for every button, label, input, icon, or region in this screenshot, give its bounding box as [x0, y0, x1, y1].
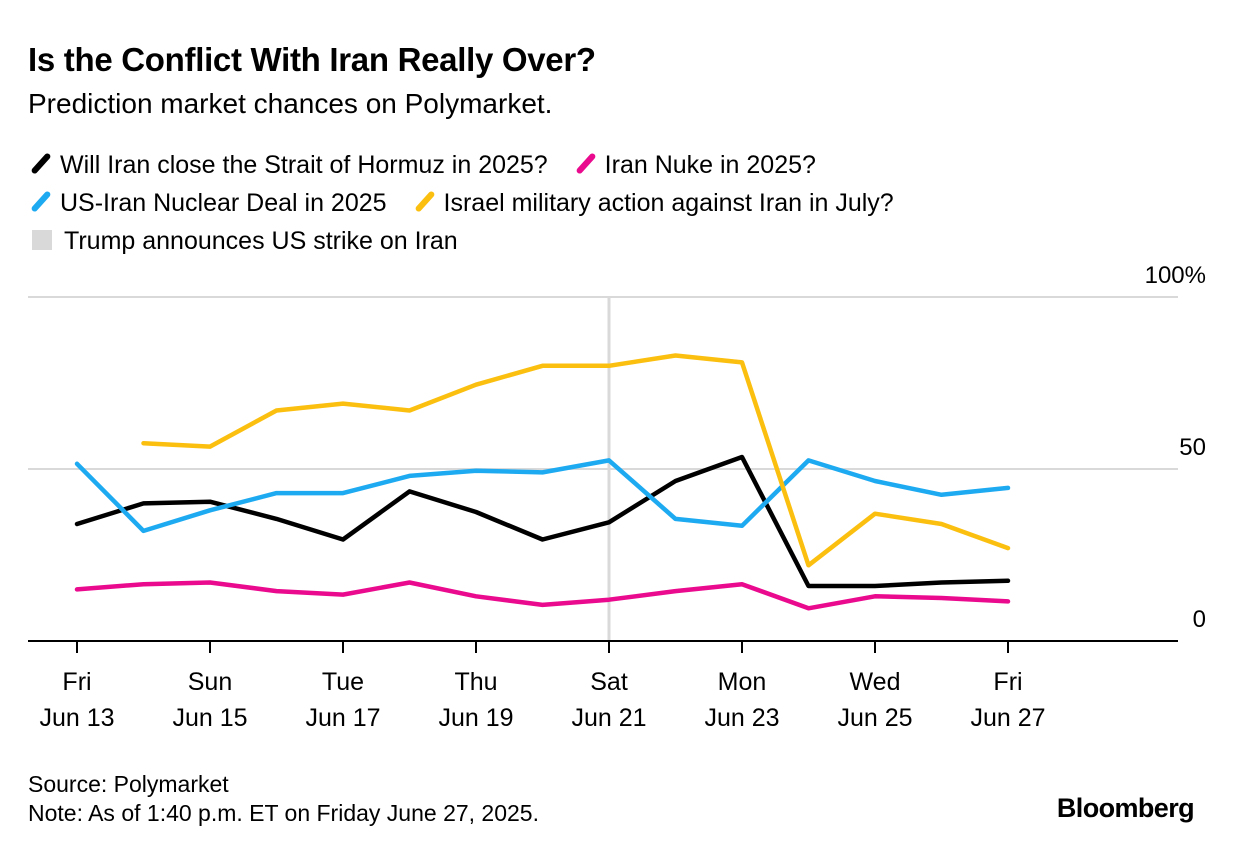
- x-tick-day-2025-06-27: Fri: [993, 668, 1022, 696]
- x-tick-day-2025-06-13: Fri: [62, 668, 91, 696]
- source-note: Source: Polymarket: [28, 771, 229, 797]
- series-line-nuke: [74, 580, 1011, 611]
- legend-item-hormuz: Will Iran close the Strait of Hormuz in …: [28, 146, 548, 184]
- x-tick-day-2025-06-25: Wed: [850, 668, 901, 696]
- legend-row-1: Will Iran close the Strait of Hormuz in …: [28, 146, 1208, 184]
- x-tick-date-2025-06-19: Jun 19: [438, 704, 513, 732]
- legend-row-3: Trump announces US strike on Iran: [28, 222, 1208, 260]
- legend-label-hormuz: Will Iran close the Strait of Hormuz in …: [60, 151, 548, 179]
- x-tick-day-2025-06-19: Thu: [454, 668, 497, 696]
- y-tick-label-0: 0: [1193, 606, 1206, 633]
- legend-label-deal: US-Iran Nuclear Deal in 2025: [60, 189, 387, 217]
- x-tick-date-2025-06-25: Jun 25: [837, 704, 912, 732]
- legend: Will Iran close the Strait of Hormuz in …: [28, 146, 1208, 260]
- legend-label-nuke: Iran Nuke in 2025?: [604, 151, 816, 179]
- footer: Source: Polymarket Note: As of 1:40 p.m.…: [28, 770, 539, 828]
- bloomberg-logo: Bloomberg: [1056, 793, 1195, 823]
- x-tick-date-2025-06-21: Jun 21: [571, 704, 646, 732]
- series-line-hormuz: [74, 454, 1011, 589]
- series-line-deal: [74, 458, 1011, 534]
- chart-subtitle: Prediction market chances on Polymarket.: [28, 88, 553, 119]
- legend-item-deal: US-Iran Nuclear Deal in 2025: [28, 184, 387, 222]
- date-note: Note: As of 1:40 p.m. ET on Friday June …: [28, 800, 539, 826]
- x-tick-date-2025-06-13: Jun 13: [39, 704, 114, 732]
- x-tick-date-2025-06-23: Jun 23: [704, 704, 779, 732]
- legend-row-2: US-Iran Nuclear Deal in 2025 Israel mili…: [28, 184, 1208, 222]
- x-tick-day-2025-06-23: Mon: [718, 668, 767, 696]
- x-tick-date-2025-06-17: Jun 17: [305, 704, 380, 732]
- legend-item-nuke: Iran Nuke in 2025?: [573, 146, 816, 184]
- legend-item-israel: Israel military action against Iran in J…: [412, 184, 894, 222]
- series-line-israel: [141, 353, 1011, 568]
- legend-swatch-strike: [32, 230, 52, 250]
- legend-label-israel: Israel military action against Iran in J…: [443, 189, 894, 217]
- y-tick-label-100: 100%: [1145, 262, 1206, 289]
- chart-title: Is the Conflict With Iran Really Over?: [28, 41, 596, 78]
- x-tick-date-2025-06-27: Jun 27: [970, 704, 1045, 732]
- x-tick-day-2025-06-21: Sat: [590, 668, 628, 696]
- x-tick-day-2025-06-17: Tue: [322, 668, 364, 696]
- legend-label-strike: Trump announces US strike on Iran: [64, 227, 458, 255]
- x-tick-day-2025-06-15: Sun: [188, 668, 232, 696]
- legend-item-strike: Trump announces US strike on Iran: [28, 222, 458, 260]
- y-tick-label-50: 50: [1179, 434, 1206, 461]
- x-tick-date-2025-06-15: Jun 15: [172, 704, 247, 732]
